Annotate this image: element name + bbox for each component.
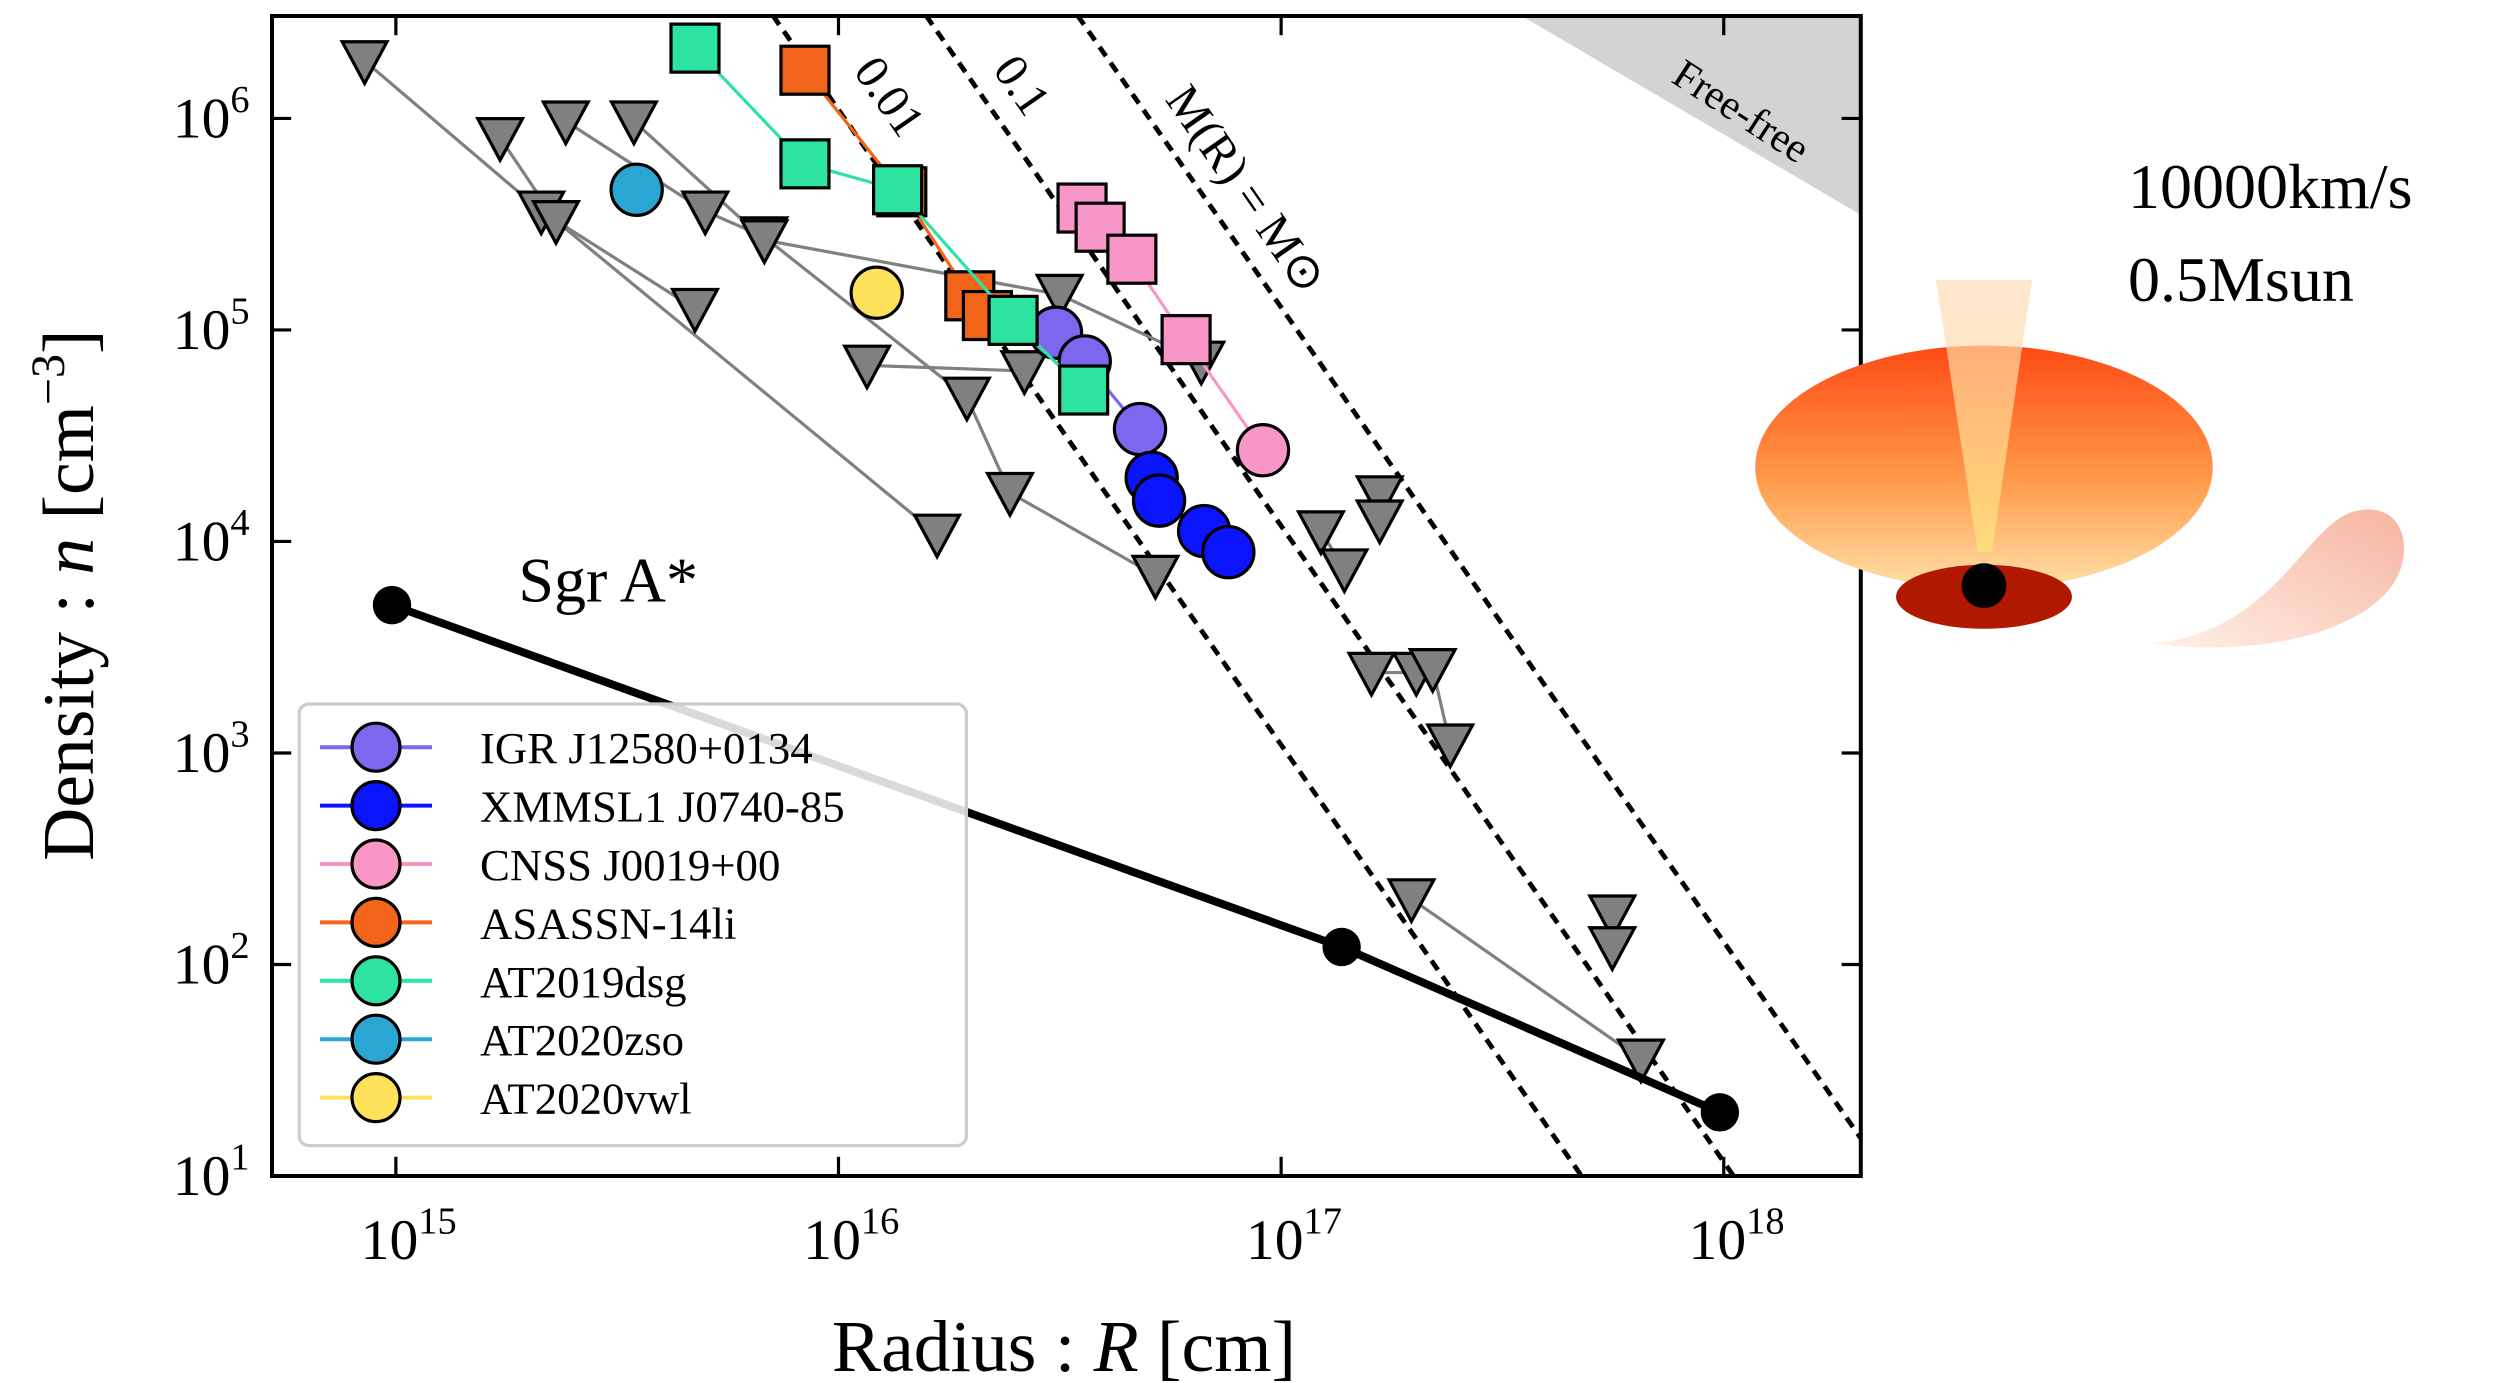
tick-exponent: 15: [418, 1201, 456, 1243]
tick-exponent: 2: [230, 925, 249, 967]
upper-limit: [673, 290, 718, 332]
tick-label: 1018: [1689, 1201, 1785, 1273]
illustration: 10000km/s 0.5Msun: [1755, 151, 2412, 647]
upper-limit: [944, 378, 989, 420]
tick-label: 102: [173, 925, 250, 997]
data-point: [1237, 425, 1288, 476]
tick-base: 10: [803, 1209, 861, 1272]
axis-label-part: R: [1093, 1305, 1139, 1383]
legend-marker: [352, 1015, 400, 1063]
legend-marker: [352, 898, 400, 946]
tick-exponent: 5: [230, 291, 249, 333]
tick-label: 1015: [361, 1201, 457, 1273]
tick-base: 10: [173, 934, 231, 997]
tick-exponent: 17: [1304, 1201, 1342, 1243]
free-free-region: [1522, 16, 1861, 215]
black-hole: [1962, 563, 2007, 608]
upper-limit: [1133, 556, 1178, 598]
legend-label: CNSS J0019+00: [480, 840, 780, 890]
legend-marker: [352, 782, 400, 830]
tick-label: 106: [173, 79, 250, 151]
tick-exponent: 1: [230, 1137, 249, 1179]
legend-label: IGR J12580+0134: [480, 723, 813, 773]
tick-base: 10: [1246, 1209, 1304, 1272]
tick-base: 10: [361, 1209, 419, 1272]
upper-limit: [1299, 512, 1344, 554]
data-point: [1701, 1093, 1739, 1131]
upper-limit: [1322, 550, 1367, 592]
tick-label: 104: [173, 502, 250, 574]
data-point: [611, 164, 662, 215]
tick-exponent: 6: [230, 79, 249, 121]
upper-limit: [915, 515, 960, 557]
axis-label: Density : n [cm−3]: [22, 329, 109, 860]
upper-limit: [342, 42, 387, 84]
tick-base: 10: [173, 88, 231, 151]
illustration-text: 10000km/s: [2128, 151, 2412, 222]
axis-label-part: [cm]: [1139, 1305, 1296, 1383]
tick-base: 10: [173, 511, 231, 574]
reference-label: M(R) = M⊙: [1155, 76, 1336, 304]
tick-label: 1016: [803, 1201, 899, 1273]
axis-label-part: ]: [27, 329, 109, 354]
legend-marker: [352, 957, 400, 1005]
tick-base: 10: [1689, 1209, 1747, 1272]
tick-label: 101: [173, 1137, 250, 1209]
data-point: [989, 296, 1037, 344]
data-point: [781, 140, 829, 188]
legend-marker: [352, 840, 400, 888]
tick-base: 10: [173, 722, 231, 785]
tick-exponent: 3: [230, 714, 249, 756]
illustration-text: 0.5Msun: [2128, 244, 2354, 315]
stream-tail: [2152, 509, 2404, 647]
data-point: [373, 586, 411, 624]
upper-limit: [543, 102, 588, 144]
axis-label-part: Density :: [27, 575, 109, 861]
upper-limit: [1357, 501, 1402, 543]
tick-label: 105: [173, 291, 250, 363]
tick-label: 103: [173, 714, 250, 786]
legend-label: AT2020vwl: [480, 1074, 692, 1124]
upper-limit: [988, 474, 1033, 516]
reference-label: 0.01: [844, 47, 936, 146]
tick-exponent: 16: [861, 1201, 899, 1243]
sgr-a-label: Sgr A*: [518, 545, 698, 616]
tick-base: 10: [173, 299, 231, 362]
legend-label: AT2019dsg: [480, 957, 687, 1007]
axis-label-part: −3: [22, 354, 75, 405]
data-point: [1203, 527, 1254, 578]
data-point: [851, 267, 902, 318]
data-point: [1322, 928, 1360, 966]
data-point: [874, 166, 922, 214]
legend-marker: [352, 723, 400, 771]
tick-exponent: 18: [1746, 1201, 1784, 1243]
axis-label: Radius : R [cm]: [832, 1305, 1296, 1383]
data-point: [1114, 403, 1165, 454]
tick-exponent: 4: [230, 502, 249, 544]
reference-line: [904, 0, 1756, 1208]
upper-limit-line: [867, 365, 1024, 371]
upper-limit: [1002, 352, 1047, 394]
tick-base: 10: [173, 1145, 231, 1208]
upper-limit: [683, 192, 728, 234]
upper-limit: [478, 119, 523, 161]
tick-label: 1017: [1246, 1201, 1342, 1273]
data-point: [1162, 316, 1210, 364]
data-point: [671, 24, 719, 72]
axis-label-part: [cm: [27, 405, 109, 538]
legend-label: ASASSN-14li: [480, 898, 736, 948]
data-point: [1060, 366, 1108, 414]
data-point: [1108, 235, 1156, 283]
legend-label: XMMSL1 J0740-85: [480, 782, 845, 832]
data-point: [1133, 475, 1184, 526]
legend-label: AT2020zso: [480, 1015, 684, 1065]
axis-label-part: Radius :: [832, 1305, 1094, 1383]
legend-marker: [352, 1074, 400, 1122]
upper-limit: [1389, 880, 1434, 922]
figure: Free-free0.010.1M(R) = M⊙Sgr A*101510161…: [0, 0, 2498, 1383]
data-point: [781, 46, 829, 94]
upper-limit: [1590, 928, 1635, 970]
axis-label-part: n: [27, 538, 109, 575]
